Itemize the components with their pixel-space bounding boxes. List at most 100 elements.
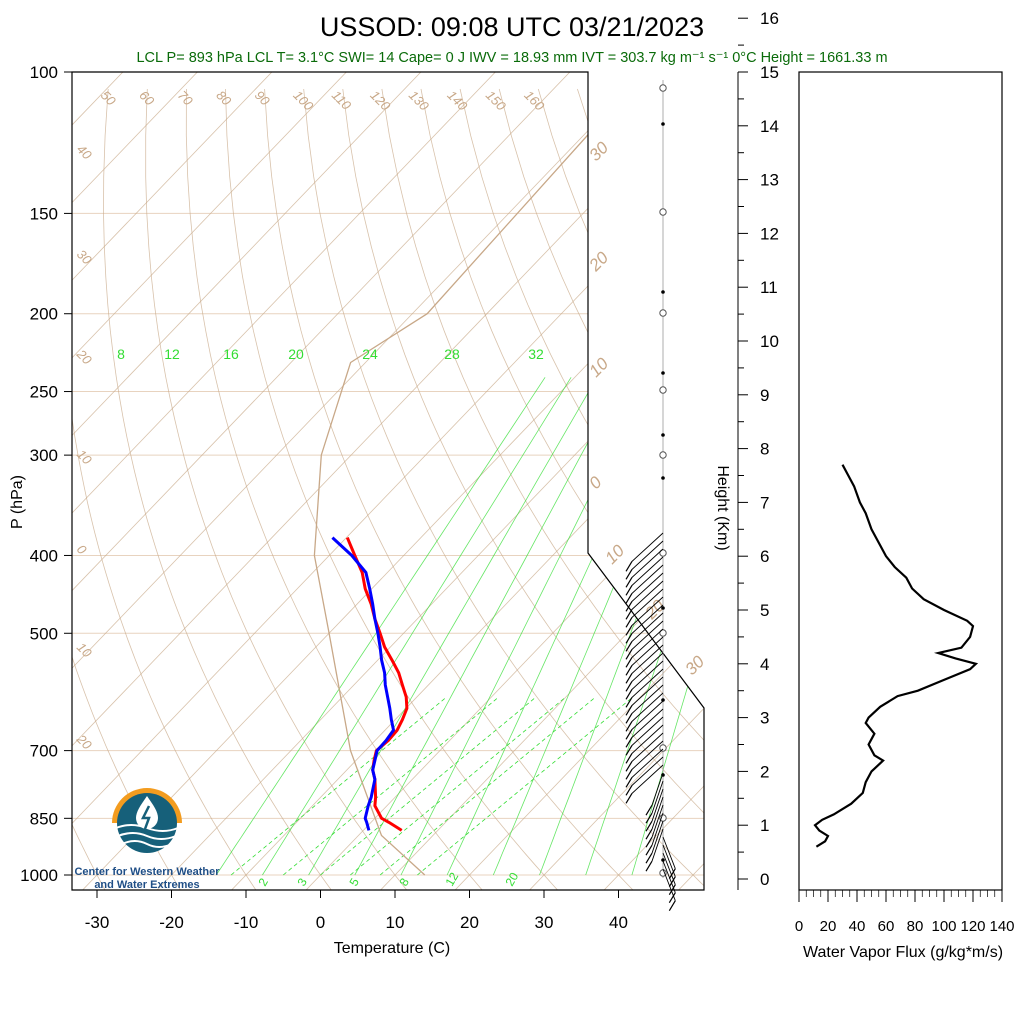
y-tick-label: 700 [30,742,58,761]
moist-adiabat-line [308,377,598,876]
wind-barb-flag [625,585,633,596]
flux-tick-label: 40 [849,918,866,935]
height-tick-label: 7 [760,493,769,512]
mixing-ratio-line [282,696,500,876]
moist-adiabat-line [631,377,704,876]
isotherm-line [72,72,141,890]
isotherm-line [378,72,704,890]
chart-title: USSOD: 09:08 UTC 03/21/2023 [320,12,704,42]
mixing-ratio-line [379,696,597,876]
flux-tick-label: 60 [878,918,895,935]
moist-adiabat-line [400,377,650,876]
wind-barb-flag [625,705,633,716]
x-tick-label: 30 [535,913,554,932]
dry-adiabat-line [264,88,636,890]
wind-barb-flag [625,793,633,804]
isotherm-line [72,72,290,890]
wind-barb [662,868,676,901]
level-dot [661,773,665,777]
isotherm-line [80,72,704,890]
wind-barb-flag [625,601,633,612]
wind-barb-flag [668,884,676,895]
wind-barb-flag [625,633,633,644]
wind-barb [631,668,664,698]
wind-barb [662,836,676,869]
flux-series-line [813,464,979,848]
wind-barb-flag [625,745,633,756]
wind-barb-flag [625,649,633,660]
dry-adiabat-line [812,89,1024,892]
isotherm-line [72,72,364,890]
parcel-path-line [313,72,645,876]
sounding-info-line: LCL P= 893 hPa LCL T= 3.1°C SWI= 14 Cape… [136,50,887,66]
wind-barb [631,588,664,618]
x-tick-label: -30 [85,913,110,932]
wind-barb-flag [625,777,633,788]
wind-barb [662,852,676,885]
wind-barb [662,844,676,877]
isotherm-line [527,72,704,890]
y-tick-label: 300 [30,446,58,465]
height-tick-label: 13 [760,171,779,190]
wind-barb [651,820,664,854]
flux-tick-label: 0 [795,918,803,935]
isotherm-line [452,72,704,890]
theta-side-label: 20 [73,731,95,753]
moist-adiabat-line [446,377,676,876]
y-tick-label: 850 [30,809,58,828]
wind-barb-flag [645,828,653,840]
wind-barb-flag [625,681,633,692]
wind-barb [631,540,664,570]
height-tick-label: 3 [760,709,769,728]
level-marker [659,451,667,459]
dry-adiabat-line [381,88,704,890]
wind-barb [631,548,664,578]
theta-label: 80 [213,88,234,109]
height-tick-label: 10 [760,332,779,351]
wind-barb [631,612,664,642]
mixing-ratio-line [230,696,448,876]
wind-barb-flag [625,609,633,620]
wind-barb-flag [625,689,633,700]
level-dot [661,476,665,480]
wind-barb-flag [625,625,633,636]
wind-barb-column [625,80,676,911]
wind-barb-flag [625,641,633,652]
wind-barb [662,860,676,893]
wind-barb [631,556,664,586]
dry-adiabat-line [616,88,704,890]
height-tick-label: 2 [760,762,769,781]
level-marker [659,84,667,92]
wind-barb [631,596,664,626]
wind-barb-flag [668,876,676,887]
dry-adiabat-line [225,88,560,890]
mixing-ratio-label: 28 [444,346,460,362]
dry-adiabat-line [420,88,704,890]
height-tick-label: 14 [760,117,779,136]
isotherm-line [72,72,704,890]
dry-adiabat-line [145,88,409,890]
flux-x-axis-label: Water Vapor Flux (g/kg*m/s) [803,944,1003,961]
y-tick-label: 250 [30,383,58,402]
x-tick-label: -20 [159,913,184,932]
wind-barb-flag [668,900,676,911]
flux-tick-label: 80 [907,918,924,935]
wind-barb [651,796,664,830]
x-tick-label: -10 [234,913,259,932]
flux-tick-label: 100 [931,918,956,935]
theta-side-label: 30 [74,247,95,268]
isotherm-line [751,54,1024,892]
flux-tick-label: 140 [989,918,1014,935]
wind-barb-flag [625,561,633,572]
flux-tick-label: 20 [820,918,837,935]
wind-barb-flag [645,852,653,864]
dry-adiabat-line [72,88,107,890]
level-dot [661,290,665,294]
wind-barb [631,764,664,794]
wind-barb [631,636,664,666]
dry-adiabat-line [185,88,485,890]
mixing-ratio-label: 3 [294,875,310,888]
wind-barb [631,684,664,714]
dry-adiabat-line [342,88,704,890]
wind-barb-flag [668,892,676,903]
